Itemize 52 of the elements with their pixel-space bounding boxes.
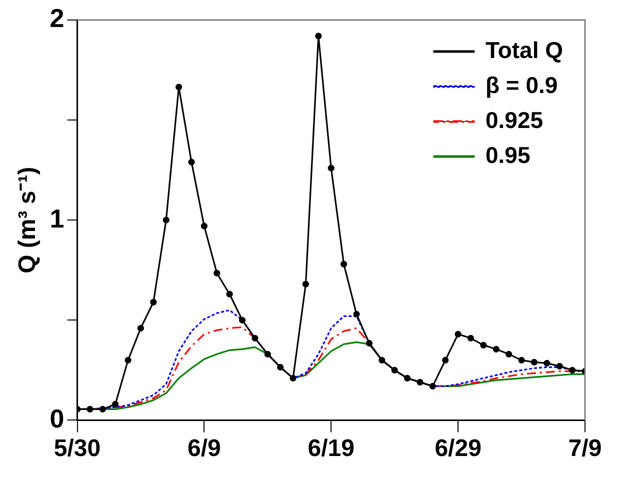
point bbox=[366, 340, 373, 346]
x-tick-label: 6/19 bbox=[308, 435, 354, 462]
y-tick-label: 1 bbox=[50, 203, 64, 234]
point bbox=[137, 324, 144, 332]
y-tick-label: 2 bbox=[50, 3, 64, 34]
point bbox=[340, 260, 348, 268]
point bbox=[112, 400, 119, 408]
point bbox=[214, 270, 220, 276]
legend-label: 0.95 bbox=[485, 142, 530, 168]
x-tick-label: 6/29 bbox=[434, 435, 482, 462]
point bbox=[86, 406, 94, 412]
legend-label: 0.925 bbox=[485, 106, 544, 133]
point bbox=[556, 362, 563, 370]
y-axis-title: Q (m³ s⁻¹) bbox=[14, 166, 42, 274]
point bbox=[442, 356, 449, 364]
point bbox=[391, 366, 398, 374]
legend-label: β = 0.9 bbox=[485, 72, 558, 98]
point bbox=[238, 316, 246, 324]
point bbox=[99, 406, 106, 412]
point bbox=[124, 356, 132, 364]
point bbox=[416, 378, 424, 386]
y-tick-label: 0 bbox=[50, 403, 64, 434]
point bbox=[506, 350, 512, 358]
point bbox=[277, 364, 284, 370]
point bbox=[290, 374, 296, 382]
point bbox=[252, 334, 258, 342]
point bbox=[328, 164, 334, 172]
point bbox=[480, 342, 487, 348]
point bbox=[162, 216, 170, 224]
point bbox=[467, 334, 474, 342]
legend-label: Total Q bbox=[485, 36, 564, 63]
point bbox=[518, 356, 525, 364]
point bbox=[226, 290, 233, 298]
point bbox=[544, 360, 550, 366]
point bbox=[188, 158, 195, 166]
point bbox=[200, 222, 208, 230]
x-tick-label: 6/9 bbox=[188, 435, 221, 462]
point bbox=[530, 358, 538, 366]
point bbox=[429, 382, 436, 390]
x-tick-label: 5/30 bbox=[54, 435, 101, 462]
point bbox=[264, 350, 271, 358]
point bbox=[315, 32, 322, 40]
x-tick-label: 7/9 bbox=[568, 435, 602, 462]
point bbox=[353, 310, 360, 318]
point bbox=[176, 84, 182, 90]
point bbox=[150, 298, 157, 306]
point bbox=[404, 374, 411, 382]
point bbox=[454, 330, 462, 338]
point bbox=[378, 356, 386, 364]
point bbox=[492, 346, 500, 352]
point bbox=[302, 280, 310, 288]
point bbox=[569, 366, 576, 374]
